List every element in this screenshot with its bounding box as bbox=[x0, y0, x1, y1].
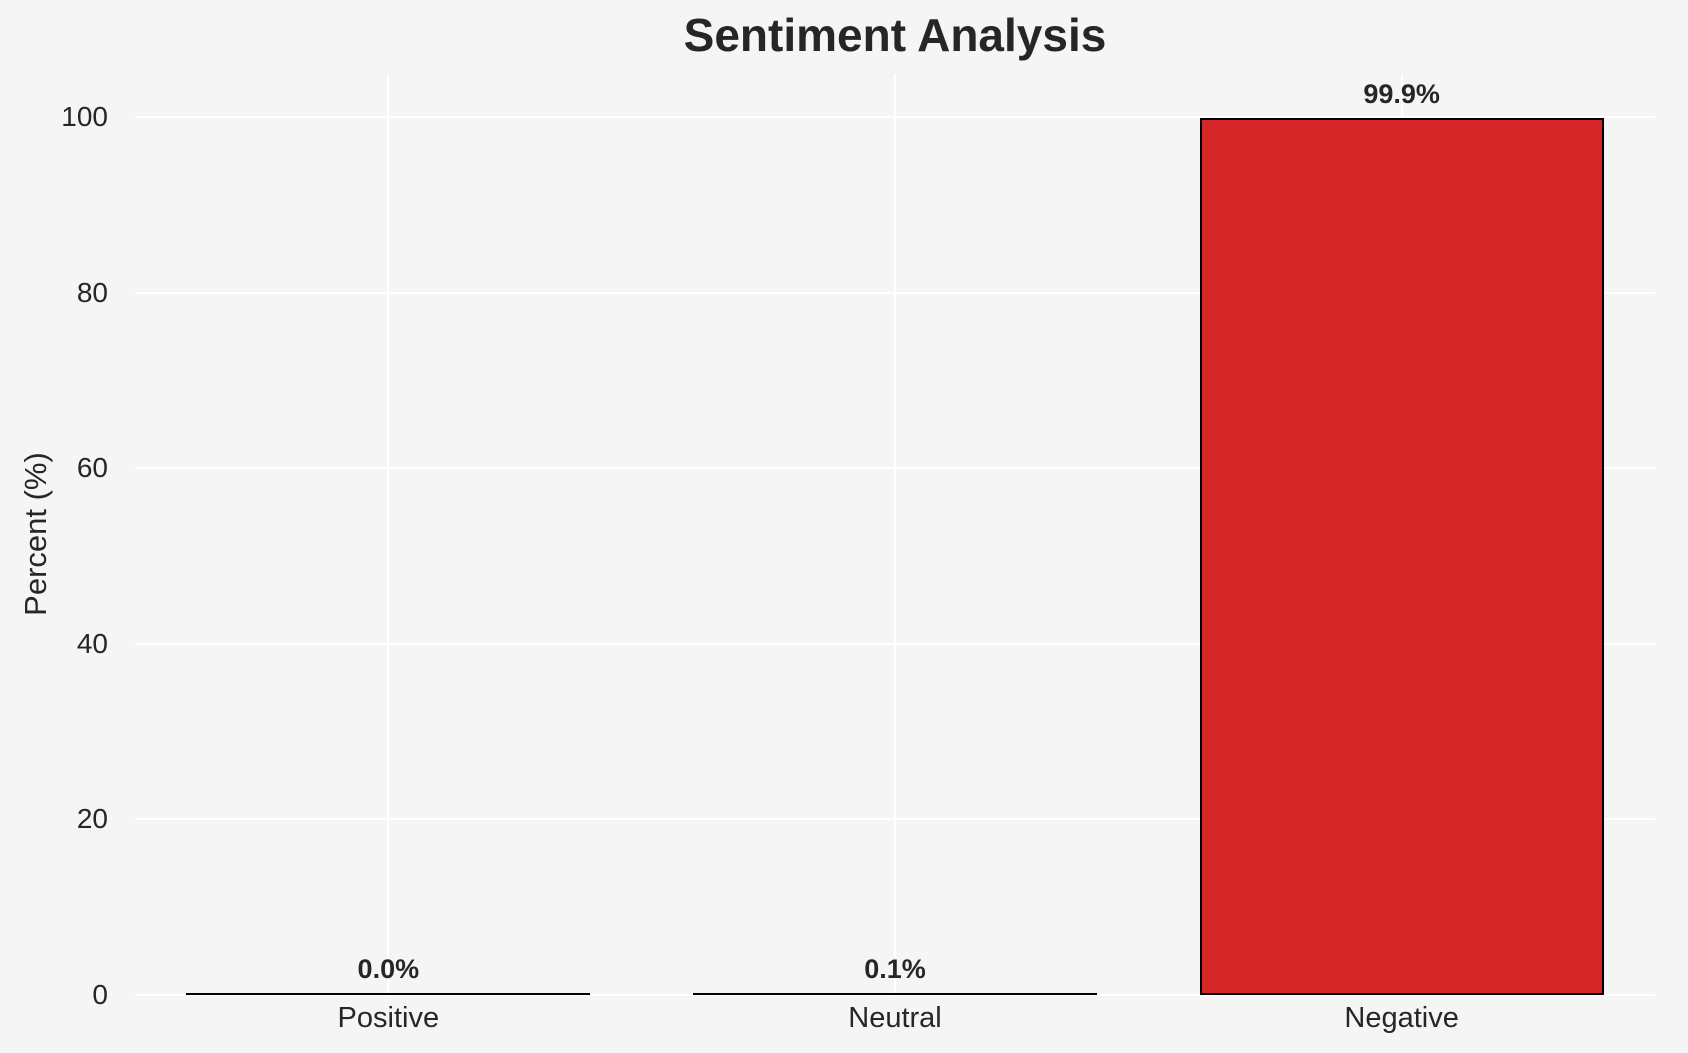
y-tick-label-40: 40 bbox=[76, 627, 108, 659]
v-gridline-positive bbox=[387, 73, 390, 995]
bar-negative bbox=[1199, 117, 1604, 995]
value-label-negative: 99.9% bbox=[1363, 78, 1440, 109]
category-label-negative: Negative bbox=[1344, 1002, 1459, 1034]
value-label-neutral: 0.1% bbox=[864, 953, 926, 984]
y-tick-label-0: 0 bbox=[92, 979, 108, 1010]
h-gridline-0 bbox=[135, 994, 1655, 996]
category-label-neutral: Neutral bbox=[848, 1002, 942, 1034]
value-label-positive: 0.0% bbox=[357, 953, 420, 984]
y-tick-label-20: 20 bbox=[76, 803, 108, 835]
v-gridline-neutral bbox=[894, 73, 896, 995]
category-label-positive: Positive bbox=[337, 1002, 440, 1034]
y-tick-label-80: 80 bbox=[76, 276, 108, 308]
y-tick-label-100: 100 bbox=[61, 101, 108, 132]
bar-neutral bbox=[693, 992, 1097, 995]
chart-title: Sentiment Analysis bbox=[683, 9, 1107, 61]
y-tick-label-60: 60 bbox=[76, 452, 108, 484]
bar-positive bbox=[186, 992, 591, 995]
